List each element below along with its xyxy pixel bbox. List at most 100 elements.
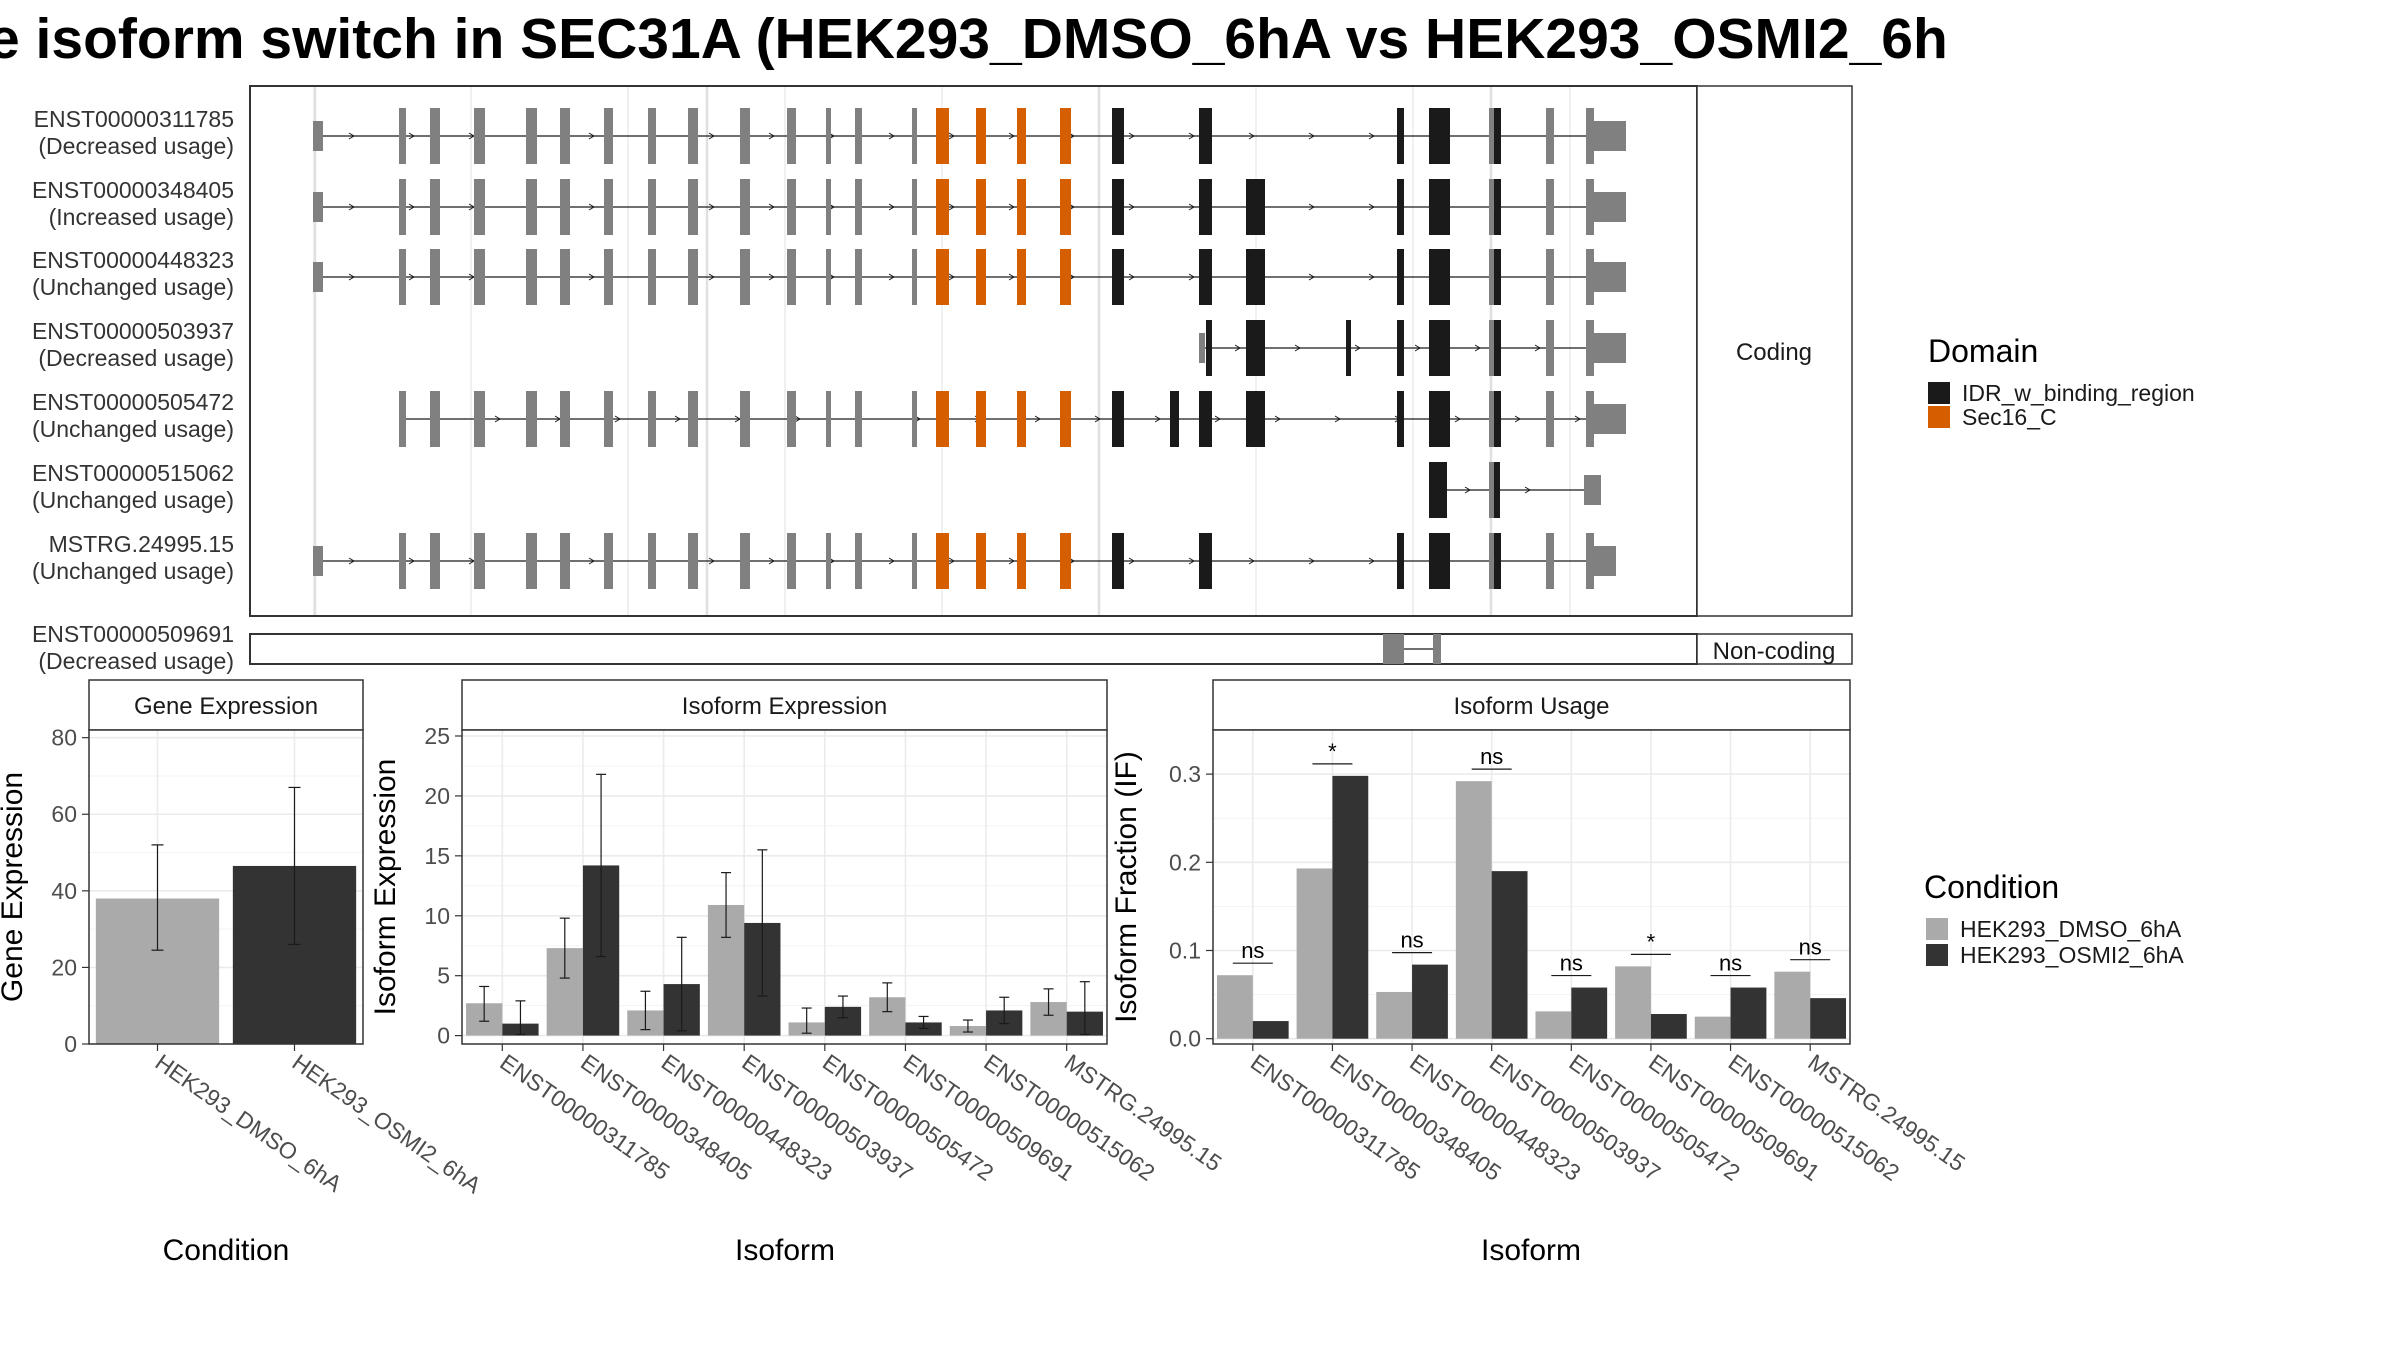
exon-sec16-domain xyxy=(1060,108,1071,164)
exon xyxy=(560,108,570,164)
exon xyxy=(912,249,917,305)
strand-arrow xyxy=(674,415,681,423)
strand-arrow xyxy=(768,273,775,281)
exon xyxy=(1489,179,1494,235)
strand-arrow xyxy=(494,415,501,423)
exon-sec16-domain xyxy=(936,249,949,305)
noncoding-structure-panel xyxy=(249,633,1698,665)
exon xyxy=(526,391,537,447)
exon xyxy=(1594,404,1626,434)
strand-arrow xyxy=(348,203,355,211)
strand-arrow xyxy=(1368,557,1375,565)
isoform-track xyxy=(1199,320,1626,376)
strand-arrow xyxy=(1008,132,1015,140)
exon xyxy=(855,108,862,164)
legend-swatch-idr xyxy=(1928,382,1950,404)
strand-arrow xyxy=(1248,132,1255,140)
strand-arrow xyxy=(1008,557,1015,565)
bar xyxy=(1810,998,1847,1039)
strand-arrow xyxy=(1524,486,1531,494)
y-axis-title: Gene Expression xyxy=(0,772,29,1002)
strand-arrow xyxy=(948,132,955,140)
isoform-usage-label: (Decreased usage) xyxy=(38,345,234,371)
exon-idr-domain xyxy=(1494,320,1501,376)
exon xyxy=(912,391,917,447)
exon xyxy=(826,179,831,235)
bar xyxy=(1535,1011,1572,1039)
isoform-id-label: ENST00000348405 xyxy=(32,177,234,203)
panel-border xyxy=(1212,729,1851,1045)
exon-idr-domain xyxy=(1246,391,1265,447)
exon xyxy=(560,391,570,447)
exon-idr-domain xyxy=(1112,533,1124,589)
strand-arrow xyxy=(1308,273,1315,281)
y-tick-label: 10 xyxy=(424,903,450,929)
isoform-track xyxy=(313,179,1626,235)
bar xyxy=(1491,871,1528,1039)
coding-strip-label: Coding xyxy=(1736,339,1812,366)
coding-isoform-tracks xyxy=(313,108,1626,589)
exon xyxy=(1199,333,1205,363)
exon xyxy=(1584,475,1593,505)
exon xyxy=(526,249,537,305)
exon-sec16-domain xyxy=(936,533,949,589)
strand-arrow xyxy=(1308,203,1315,211)
coding-structure-panel xyxy=(249,85,1698,617)
exon xyxy=(688,249,698,305)
bar xyxy=(1571,987,1608,1039)
strand-arrow xyxy=(1154,415,1161,423)
exon xyxy=(688,391,698,447)
strand-arrow xyxy=(1214,415,1221,423)
exon-sec16-domain xyxy=(1017,249,1026,305)
strand-arrow xyxy=(1128,132,1135,140)
strand-arrow xyxy=(588,273,595,281)
exon xyxy=(526,179,537,235)
strand-arrow xyxy=(948,557,955,565)
exon xyxy=(526,533,537,589)
exon xyxy=(826,108,831,164)
exon xyxy=(1594,121,1626,151)
strand-arrow xyxy=(1294,344,1301,352)
exon xyxy=(474,108,485,164)
legend-swatch-sec16 xyxy=(1928,406,1950,428)
isoform-expression-panel: Isoform Expression0510152025ENST00000311… xyxy=(369,679,1227,1267)
y-tick-label: 25 xyxy=(424,723,450,749)
exon-idr-domain xyxy=(1429,533,1450,589)
strand-arrow xyxy=(1414,344,1421,352)
exon-sec16-domain xyxy=(1017,533,1026,589)
panel-border xyxy=(88,729,364,1045)
condition-legend: Condition HEK293_DMSO_6hA HEK293_OSMI2_6… xyxy=(1924,869,2184,968)
exon xyxy=(1594,192,1626,222)
exon xyxy=(560,533,570,589)
x-axis-title: Condition xyxy=(163,1234,290,1267)
panel-strip-title: Gene Expression xyxy=(134,693,318,720)
exon xyxy=(740,533,750,589)
significance-label: ns xyxy=(1560,951,1583,976)
isoform-usage-label: (Unchanged usage) xyxy=(32,558,234,584)
domain-legend-title: Domain xyxy=(1928,333,2038,369)
strand-arrow xyxy=(1464,486,1471,494)
strand-arrow xyxy=(614,415,621,423)
exon xyxy=(313,121,323,151)
exon-sec16-domain xyxy=(1017,391,1026,447)
y-tick-label: 0.0 xyxy=(1169,1026,1201,1052)
exon xyxy=(1546,320,1554,376)
exon xyxy=(740,249,750,305)
bar xyxy=(1296,868,1333,1039)
isoform-id-label: ENST00000503937 xyxy=(32,318,234,344)
exon xyxy=(855,533,862,589)
exon xyxy=(648,249,656,305)
y-tick-label: 0.2 xyxy=(1169,849,1201,875)
exon xyxy=(1593,475,1601,505)
exon xyxy=(787,533,796,589)
strand-arrow xyxy=(1188,557,1195,565)
strand-arrow xyxy=(1474,344,1481,352)
isoform-id-label: ENST00000311785 xyxy=(34,106,234,132)
strand-arrow xyxy=(1534,344,1541,352)
strand-arrow xyxy=(348,557,355,565)
exon-idr-domain xyxy=(1346,320,1351,376)
exon-idr-domain xyxy=(1397,108,1404,164)
exon-idr-domain xyxy=(1397,533,1404,589)
legend-label-sec16: Sec16_C xyxy=(1962,404,2057,430)
